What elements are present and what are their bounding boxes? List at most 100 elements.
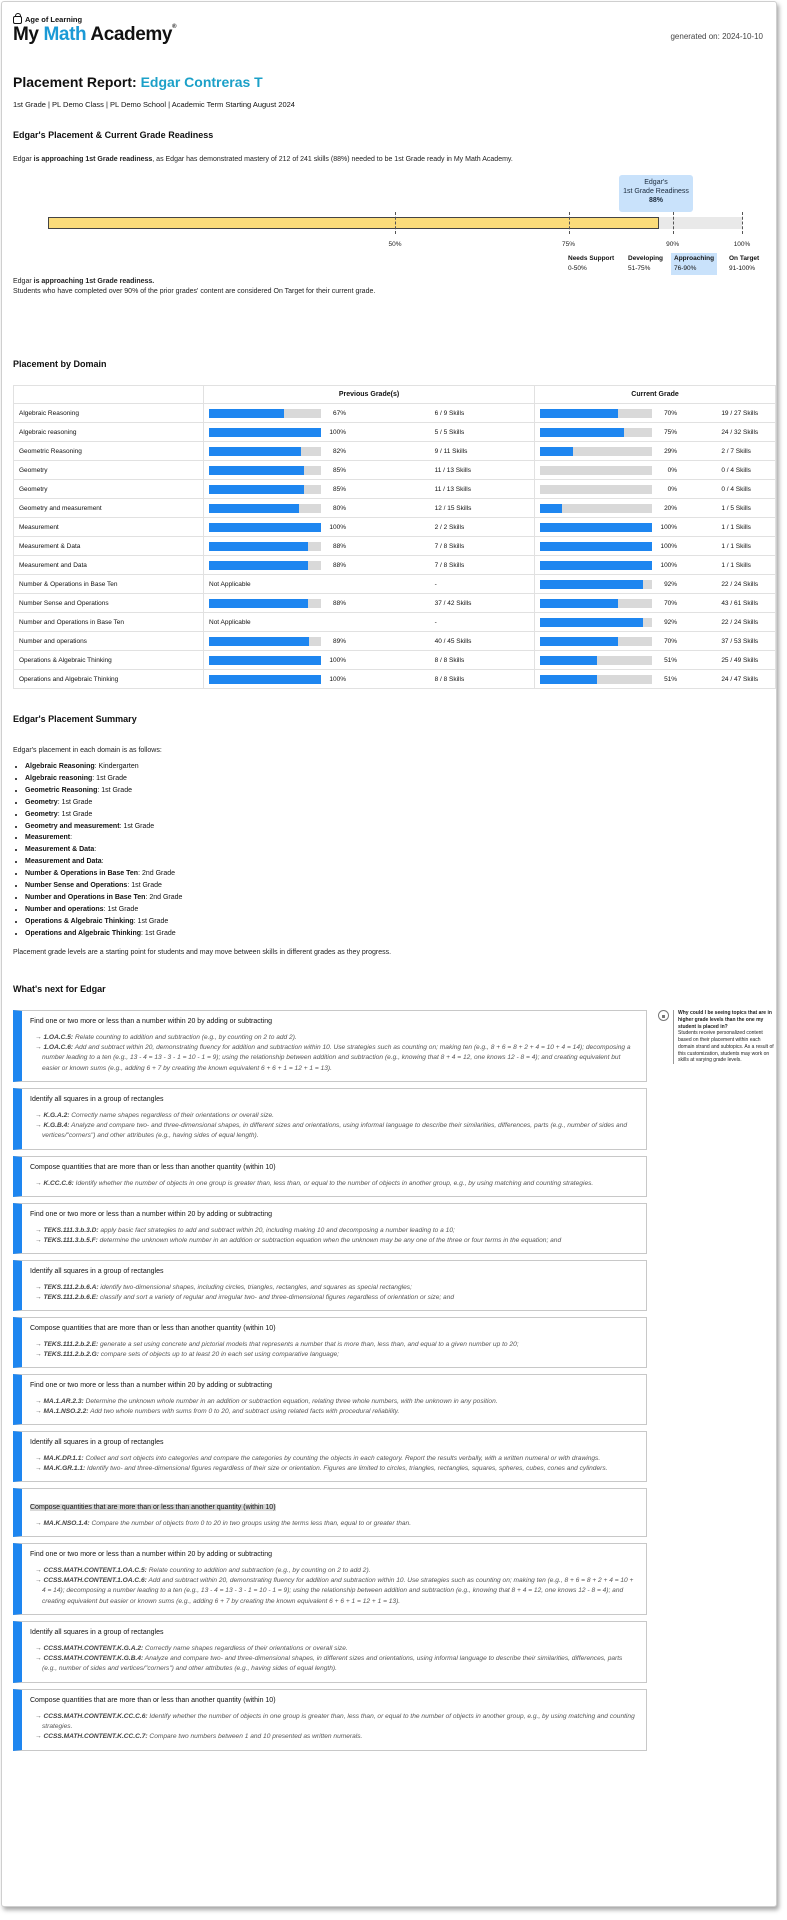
current-progress-fill [540, 541, 653, 551]
next-card-title: Find one or two more or less than a numb… [30, 1211, 273, 1218]
domain-name: Geometry [13, 460, 204, 480]
standard-code: CCSS.MATH.CONTENT.1.OA.C.5: [43, 1567, 147, 1574]
current-percent: 100% [660, 523, 678, 531]
domain-name: Number & Operations in Base Ten [13, 574, 204, 594]
list-item: Geometry and measurement: 1st Grade [25, 821, 182, 833]
current-progress: 92% [534, 574, 717, 594]
readiness-tick [742, 212, 743, 234]
summary-grade: : 1st Grade [103, 905, 139, 913]
current-percent: 0% [667, 466, 678, 474]
readiness-tick-label: 90% [666, 241, 680, 248]
list-item: Operations & Algebraic Thinking: 1st Gra… [25, 916, 182, 928]
prev-percent: 88% [332, 542, 346, 550]
current-skills: 22 / 24 Skills [716, 574, 777, 594]
summary-grade: : 1st Grade [141, 929, 176, 937]
prev-percent: 88% [332, 599, 346, 607]
current-progress-fill [540, 579, 644, 589]
prev-progress-bar [209, 674, 321, 684]
next-card-title: Find one or two more or less than a numb… [30, 1382, 273, 1389]
standard-code: MA.K.DP.1.1: [43, 1455, 84, 1462]
prev-skills: - [429, 612, 536, 632]
prev-skills: 40 / 45 Skills [429, 631, 536, 651]
registered-mark: ® [172, 24, 177, 30]
domain-table-header: Previous Grade(s) Current Grade [13, 385, 776, 404]
table-row: Geometry 85% 11 / 13 Skills 0% 0 / 4 Skills [13, 479, 777, 499]
table-row: Number & Operations in Base Ten Not Appli… [13, 574, 777, 594]
summary-grade: : 1st Grade [57, 810, 93, 818]
domain-name: Number and operations [13, 631, 204, 651]
summary-grade: : 1st Grade [57, 798, 93, 806]
arrow-icon: → [35, 1713, 44, 1720]
domain-name: Algebraic Reasoning [13, 403, 204, 423]
summary-domain: Geometry [25, 810, 58, 818]
prev-skills: 6 / 9 Skills [429, 403, 536, 423]
list-item: Geometry: 1st Grade [25, 809, 182, 821]
current-percent: 29% [664, 447, 678, 455]
standard-code: MA.K.NSO.1.4: [43, 1520, 90, 1527]
current-skills: 0 / 4 Skills [716, 479, 777, 499]
arrow-icon: → [35, 1645, 44, 1652]
next-card-title: Find one or two more or less than a numb… [30, 1018, 273, 1025]
legend-item: On Target 91-100% [726, 253, 762, 275]
summary-grade: : [94, 846, 97, 854]
current-progress: 100% [534, 555, 717, 575]
standard-item: → MA.K.DP.1.1: Collect and sort objects … [30, 1454, 638, 1464]
current-progress-bar [540, 446, 653, 456]
prev-percent: 100% [329, 675, 346, 683]
current-skills: 24 / 47 Skills [716, 669, 777, 689]
current-progress-fill [540, 522, 653, 532]
table-row: Algebraic reasoning 100% 5 / 5 Skills 75% 24… [13, 422, 777, 442]
standard-text: determine the unknown whole number in an… [97, 1237, 562, 1245]
current-percent: 70% [664, 599, 678, 607]
standard-text: Relate counting to addition and subtract… [146, 1567, 371, 1574]
standard-text: generate a set using concrete and pictor… [98, 1341, 519, 1348]
prev-progress-bar [209, 446, 321, 456]
readiness-bar-fill [48, 217, 659, 229]
prev-percent: 100% [329, 523, 346, 531]
domain-name: Geometric Reasoning [13, 441, 204, 461]
current-progress: 100% [534, 536, 717, 556]
prev-percent: 100% [329, 656, 346, 664]
standard-code: K.G.B.4: [43, 1122, 70, 1130]
table-row: Operations & Algebraic Thinking 100% 8 / 8… [13, 650, 777, 670]
arrow-icon: → [35, 1351, 44, 1359]
readiness-note: Edgar is approaching 1st Grade readiness… [13, 278, 376, 296]
summary-domain: Number and Operations in Base Ten [25, 893, 146, 901]
current-skills: 0 / 4 Skills [716, 460, 777, 480]
summary-domain: Algebraic reasoning [25, 774, 93, 782]
standard-text: Identify whether the number of objects i… [42, 1713, 635, 1731]
standard-item: → 1.OA.C.5: Relate counting to addition … [30, 1033, 638, 1043]
current-progress-bar [540, 408, 653, 418]
prev-progress: 82% [202, 441, 430, 461]
standard-code: K.CC.C.6: [43, 1180, 74, 1187]
standard-item: → CCSS.MATH.CONTENT.K.CC.C.7: Compare tw… [30, 1732, 638, 1742]
prev-progress-fill [209, 541, 308, 551]
standard-item: → CCSS.MATH.CONTENT.1.OA.C.5: Relate cou… [30, 1566, 638, 1576]
current-progress-fill [540, 655, 598, 665]
prev-progress-fill [209, 522, 321, 532]
info-lock-icon [658, 1010, 669, 1021]
student-name: Edgar Contreras T [140, 74, 263, 90]
legend-label: On Target [729, 255, 760, 262]
current-skills: 1 / 1 Skills [716, 555, 777, 575]
table-row: Geometric Reasoning 82% 9 / 11 Skills 29% 2 … [13, 441, 777, 461]
prev-progress-bar [209, 655, 321, 665]
next-card: Compose quantities that are more than or… [13, 1317, 647, 1369]
current-progress: 29% [534, 441, 717, 461]
prev-progress-bar [209, 484, 321, 494]
prev-skills: 2 / 2 Skills [429, 517, 536, 537]
page-title: Placement Report: Edgar Contreras T [13, 74, 263, 90]
domain-name: Geometry [13, 479, 204, 499]
list-item: Measurement and Data: [25, 856, 182, 868]
standard-code: TEKS.111.2.b.2.E: [43, 1341, 99, 1348]
prev-progress: 88% [202, 536, 430, 556]
standard-text: Correctly name shapes regardless of thei… [69, 1112, 274, 1119]
standard-item: → K.G.A.2: Correctly name shapes regardl… [30, 1111, 638, 1121]
prev-skills: 37 / 42 Skills [429, 593, 536, 613]
next-card: Compose quantities that are more than or… [13, 1156, 647, 1198]
legend-range: 0-50% [568, 265, 587, 273]
side-note-title: Why could I be seeing topics that are in… [678, 1010, 772, 1030]
arrow-icon: → [35, 1733, 44, 1741]
table-row: Measurement and Data 88% 7 / 8 Skills 100% 1… [13, 555, 777, 575]
standard-text: Analyze and compare two- and three-dimen… [42, 1655, 623, 1673]
